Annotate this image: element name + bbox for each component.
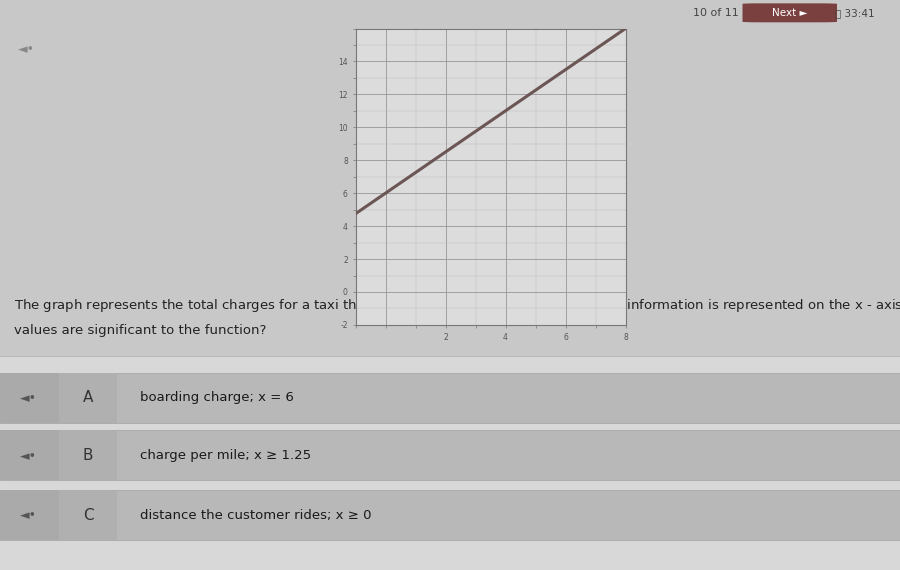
Text: ◄•: ◄• [21,392,37,405]
FancyBboxPatch shape [742,3,837,22]
Bar [0,430,58,480]
Text: 10 of 11: 10 of 11 [693,8,738,18]
Text: C: C [83,507,94,523]
Bar [0,356,900,570]
Bar [0,430,900,480]
Text: ◄•: ◄• [21,449,37,462]
Bar [58,490,117,540]
Bar [0,373,58,423]
Bar [0,490,58,540]
Text: The graph represents the total charges for a taxi that gets $6 to board and $1.2: The graph represents the total charges f… [14,297,900,314]
Text: boarding charge; x = 6: boarding charge; x = 6 [140,392,293,405]
Text: distance the customer rides; x ≥ 0: distance the customer rides; x ≥ 0 [140,508,371,522]
Text: ◄•: ◄• [21,508,37,522]
Text: B: B [83,447,94,463]
Bar [0,373,900,423]
Text: ◄•: ◄• [18,42,35,55]
Text: charge per mile; x ≥ 1.25: charge per mile; x ≥ 1.25 [140,449,310,462]
Bar [58,373,117,423]
Bar [0,490,900,540]
Text: A: A [83,390,94,405]
Text: ⏱ 33:41: ⏱ 33:41 [835,8,875,18]
Bar [58,430,117,480]
Text: Next ►: Next ► [772,8,808,18]
Text: values are significant to the function?: values are significant to the function? [14,324,266,337]
